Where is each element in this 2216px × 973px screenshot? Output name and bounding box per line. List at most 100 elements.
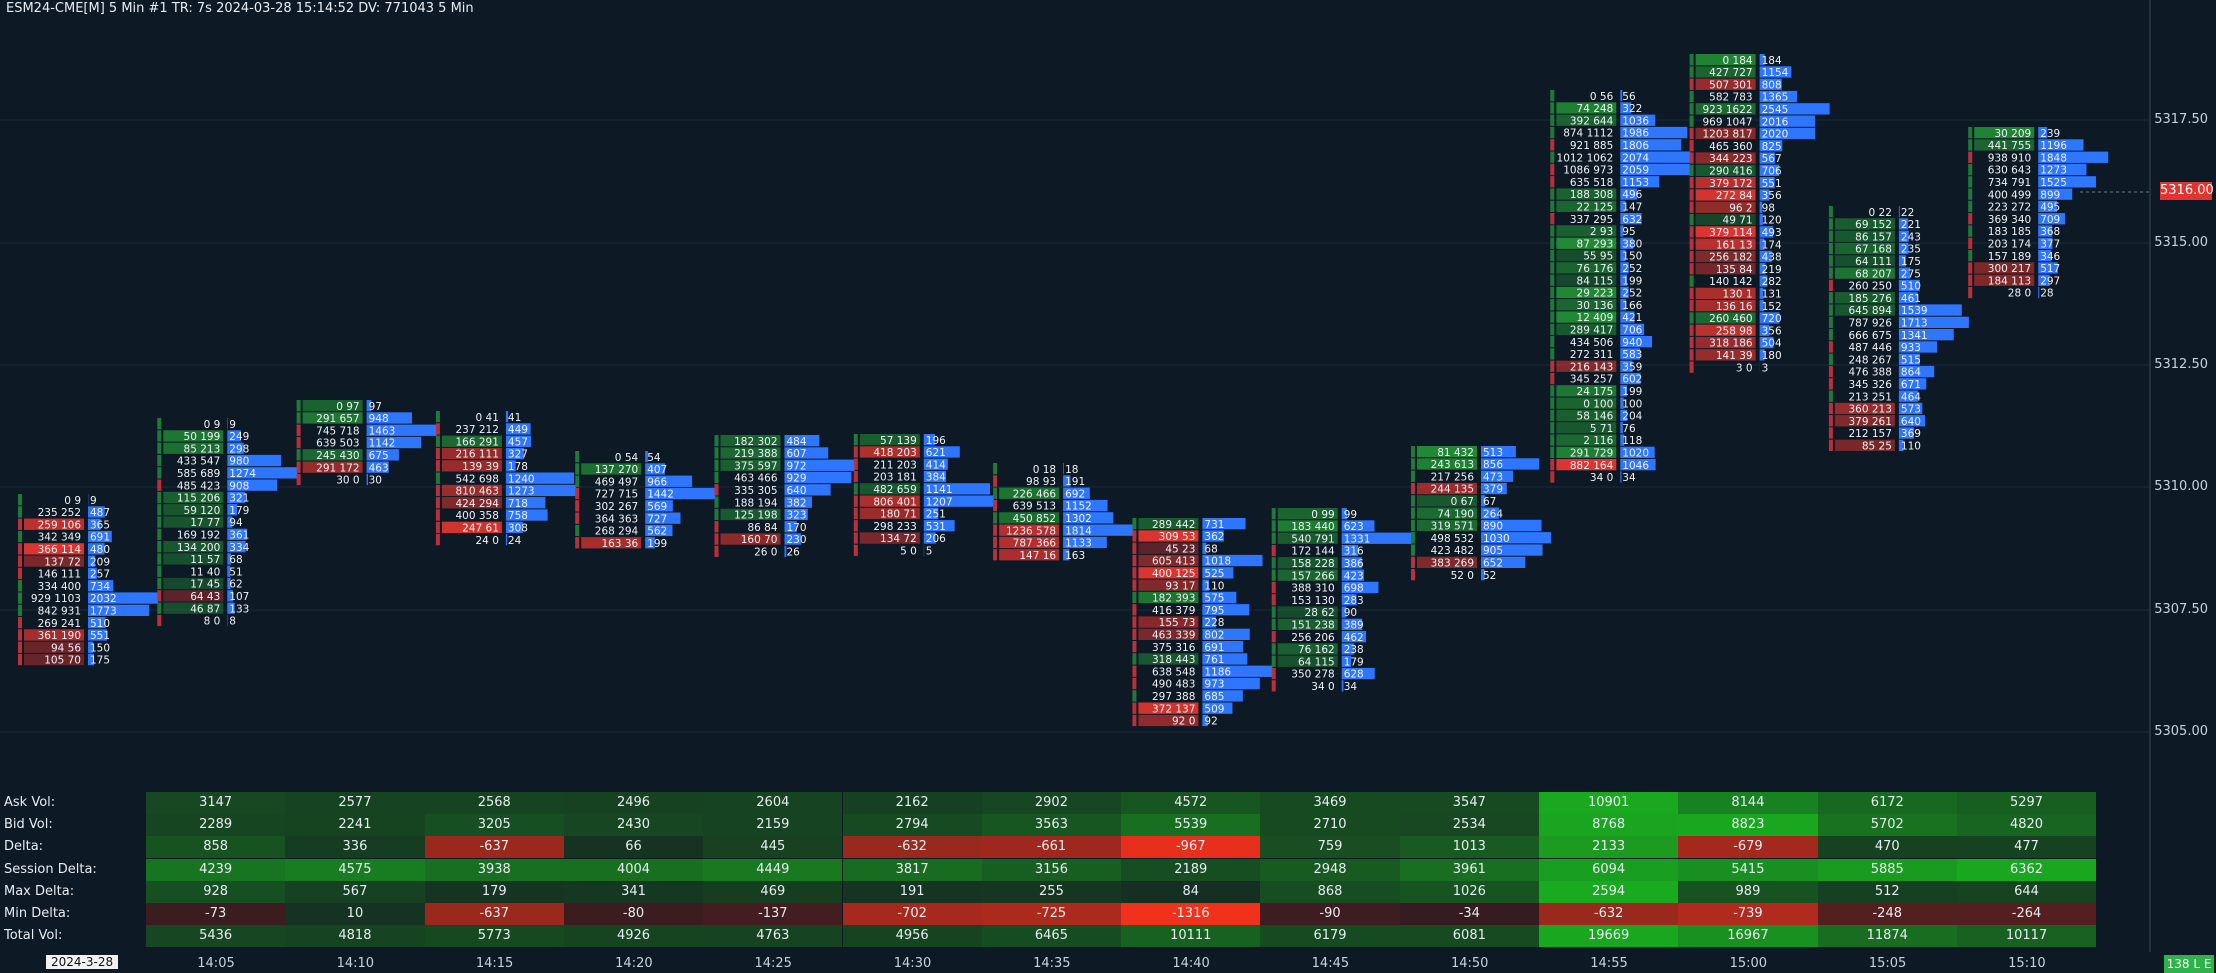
- bidask-cell: [163, 516, 224, 528]
- bidask-cell: [1277, 606, 1338, 618]
- volume-text: 323: [787, 510, 807, 522]
- delta-tick: [1550, 249, 1555, 262]
- bid-ask-text: 64 115: [1298, 656, 1335, 668]
- volume-text: 133: [229, 603, 249, 615]
- volume-bar: [366, 436, 422, 449]
- bid-ask-text: 375 597: [734, 460, 777, 472]
- volume-text: 808: [1762, 79, 1782, 91]
- volume-bar: [1620, 126, 1688, 139]
- bid-ask-text: 85 213: [184, 443, 221, 455]
- delta-tick: [1828, 255, 1833, 267]
- delta-tick: [993, 549, 998, 561]
- bid-ask-text: 30 209: [1994, 128, 2031, 140]
- volume-text: 825: [1762, 141, 1782, 153]
- stats-cell: -34: [1399, 903, 1539, 925]
- delta-tick: [1689, 263, 1694, 275]
- delta-tick: [1550, 360, 1555, 372]
- bid-ask-text: 147 16: [1019, 550, 1056, 562]
- volume-bar: [1202, 653, 1248, 665]
- volume-text: 495: [2040, 202, 2060, 214]
- volume-bar: [2038, 274, 2050, 286]
- delta-tick: [1132, 714, 1137, 727]
- volume-text: 99: [1344, 509, 1357, 521]
- stats-cell: 6172: [1817, 792, 1957, 814]
- delta-tick: [435, 509, 440, 521]
- volume-text: 461: [1901, 293, 1921, 305]
- volume-bar: [1481, 458, 1540, 470]
- delta-tick: [1550, 336, 1555, 348]
- delta-tick: [435, 497, 440, 509]
- delta-tick: [157, 454, 162, 467]
- delta-tick: [1968, 237, 1973, 249]
- delta-tick: [1132, 653, 1137, 665]
- volume-text: 110: [1204, 580, 1224, 592]
- time-label: 14:30: [893, 956, 932, 971]
- stats-cell: 10901: [1539, 792, 1679, 814]
- volume-bar: [1481, 446, 1516, 458]
- volume-text: 18: [1065, 464, 1078, 476]
- time-label: 14:45: [1311, 956, 1350, 971]
- bidask-cell: [1695, 54, 1756, 66]
- stats-cell: 5436: [146, 925, 286, 948]
- delta-tick: [1968, 213, 1973, 225]
- volume-bar: [1898, 267, 1911, 279]
- stats-cell: 16967: [1678, 925, 1818, 948]
- volume-text: 327: [508, 449, 528, 461]
- bid-ask-text: 345 257: [1570, 374, 1613, 386]
- volume-bar: [645, 537, 655, 549]
- bidask-cell: [441, 447, 502, 460]
- delta-tick: [1271, 667, 1276, 680]
- stats-cell: 2496: [563, 792, 704, 814]
- bidask-cell: [1695, 127, 1756, 140]
- bid-ask-text: 94 56: [51, 642, 81, 654]
- bid-ask-text: 882 164: [1570, 460, 1614, 472]
- stats-cell: 2948: [1260, 858, 1400, 881]
- volume-bar: [923, 520, 955, 532]
- volume-text: 243: [1901, 231, 1921, 243]
- stats-cell: -73: [146, 903, 286, 925]
- bid-ask-text: 0 67: [1451, 496, 1474, 508]
- delta-tick: [157, 590, 162, 602]
- volume-bar: [1202, 677, 1260, 690]
- delta-tick: [1689, 152, 1694, 164]
- volume-bar: [1759, 324, 1770, 336]
- bid-ask-text: 344 223: [1709, 153, 1752, 165]
- bid-ask-text: 49 71: [1723, 215, 1753, 227]
- volume-text: 377: [2040, 239, 2060, 251]
- stats-cell: 5297: [1956, 792, 2097, 814]
- delta-tick: [1689, 54, 1694, 66]
- volume-text: 727: [647, 513, 667, 525]
- bid-ask-text: 487 446: [1848, 342, 1892, 354]
- volume-bar: [645, 463, 665, 475]
- volume-text: 283: [1344, 595, 1364, 607]
- volume-bar: [366, 424, 437, 436]
- volume-bar: [227, 602, 235, 614]
- bid-ask-text: 243 613: [1431, 459, 1474, 471]
- volume-bar: [1481, 556, 1526, 568]
- volume-bar: [1759, 238, 1765, 250]
- delta-tick: [1828, 218, 1833, 230]
- volume-bar: [505, 521, 523, 533]
- bid-ask-text: 540 791: [1291, 533, 1334, 545]
- bid-ask-text: 258 98: [1716, 325, 1753, 337]
- volume-bar: [1620, 114, 1656, 126]
- volume-text: 933: [1901, 342, 1921, 354]
- bid-ask-text: 342 349: [38, 532, 81, 544]
- delta-tick: [1689, 201, 1694, 213]
- bidask-cell: [24, 543, 84, 555]
- volume-text: 632: [1622, 214, 1642, 226]
- delta-tick: [1550, 409, 1555, 422]
- bidask-cell: [859, 507, 920, 520]
- delta-tick: [1828, 365, 1833, 378]
- bid-ask-text: 141 39: [1716, 350, 1753, 362]
- stats-cell: 255: [981, 880, 1122, 903]
- bid-ask-text: 125 198: [734, 510, 777, 522]
- delta-tick: [1550, 139, 1555, 151]
- bid-ask-text: 17 77: [190, 517, 220, 529]
- bid-ask-text: 219 388: [734, 448, 777, 460]
- bid-ask-text: 28 0: [2008, 288, 2031, 300]
- bid-ask-text: 169 192: [177, 530, 220, 542]
- bid-ask-text: 64 43: [190, 591, 220, 603]
- volume-bar: [1620, 372, 1641, 385]
- stats-row: Min Delta: -73 10 -637 -80 -137 -702 -725 -1316-…: [0, 903, 2150, 925]
